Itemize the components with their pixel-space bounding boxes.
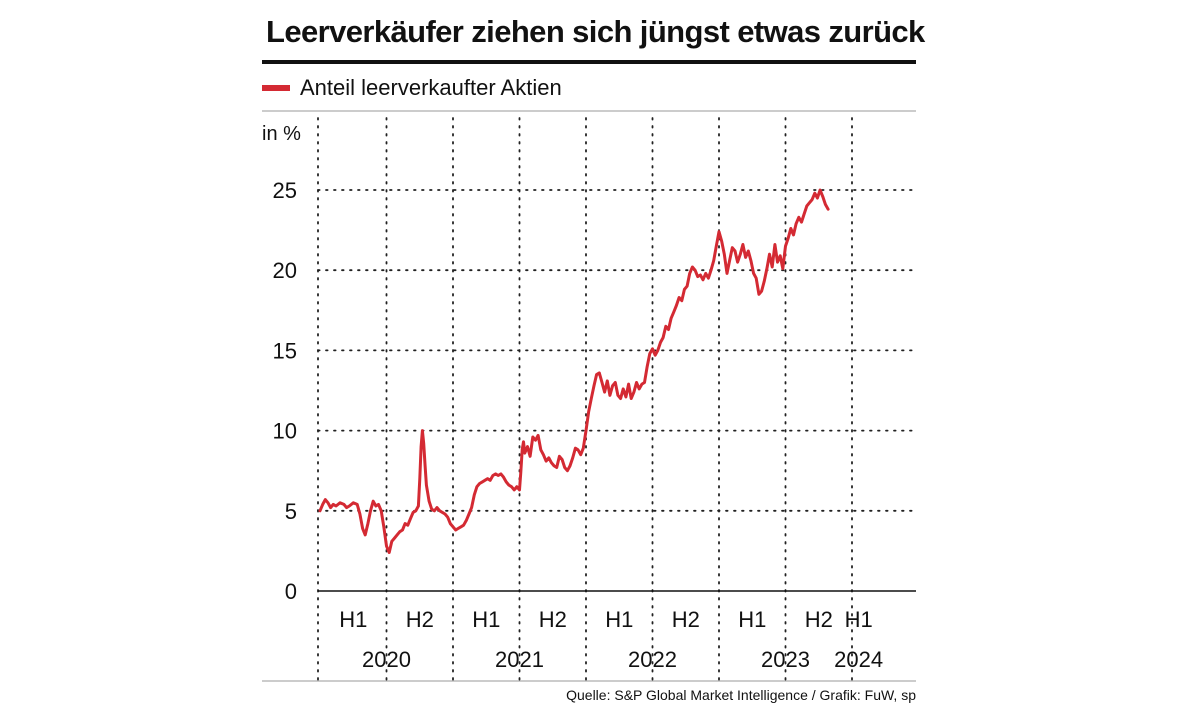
y-axis-label: in % — [262, 123, 301, 145]
source-note: Quelle: S&P Global Market Intelligence /… — [566, 687, 916, 703]
y-tick-label: 20 — [273, 258, 297, 283]
x-year-label: 2024 — [834, 647, 883, 672]
y-axis: 0 5 10 15 20 25 — [273, 178, 297, 604]
x-tick-label: H1 — [339, 607, 367, 632]
x-year-label: 2021 — [495, 647, 544, 672]
y-tick-label: 0 — [285, 579, 297, 604]
x-year-label: 2020 — [362, 647, 411, 672]
y-tick-label: 5 — [285, 499, 297, 524]
y-tick-label: 15 — [273, 338, 297, 363]
y-tick-label: 25 — [273, 178, 297, 203]
x-tick-label: H1 — [605, 607, 633, 632]
x-tick-label: H1 — [472, 607, 500, 632]
chart-title: Leerverkäufer ziehen sich jüngst etwas z… — [266, 14, 925, 49]
x-tick-label: H2 — [672, 607, 700, 632]
x-tick-label: H2 — [805, 607, 833, 632]
grid — [317, 117, 917, 682]
title-rule — [262, 60, 916, 64]
x-year-label: 2023 — [761, 647, 810, 672]
legend-label: Anteil leerverkaufter Aktien — [300, 75, 562, 100]
y-tick-label: 10 — [273, 419, 297, 444]
x-tick-label: H1 — [738, 607, 766, 632]
x-year-label: 2022 — [628, 647, 677, 672]
x-tick-label: H2 — [406, 607, 434, 632]
legend: Anteil leerverkaufter Aktien — [262, 74, 562, 102]
x-axis: H1 H2 H1 H2 H1 H2 H1 H2 H1 2020 2021 2022 2023 2024 — [262, 590, 916, 682]
legend-swatch — [262, 85, 290, 91]
series-group — [318, 188, 830, 554]
x-tick-label: H1 — [845, 607, 873, 632]
x-tick-label: H2 — [539, 607, 567, 632]
series-line — [318, 188, 830, 554]
